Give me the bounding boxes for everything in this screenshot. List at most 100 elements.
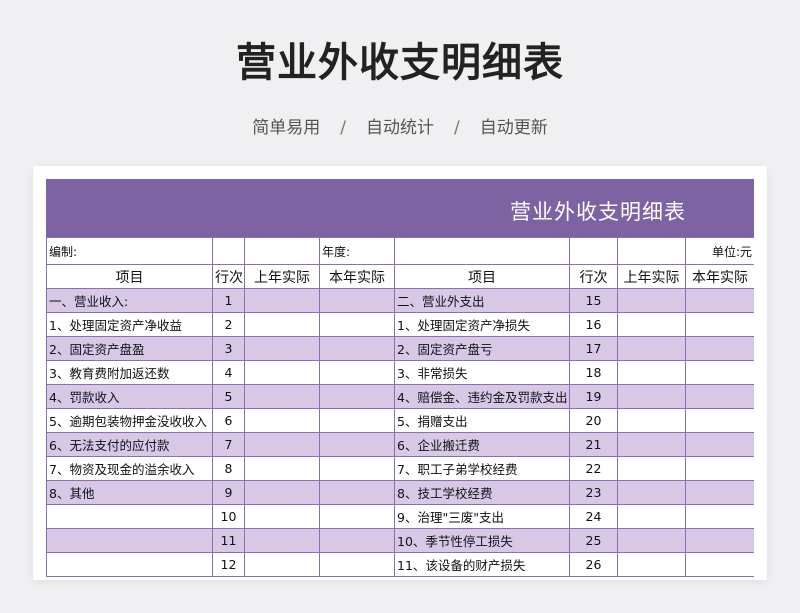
right-item-cell[interactable]: 5、捐赠支出: [394, 408, 570, 433]
right-last-year-cell[interactable]: [617, 432, 686, 457]
right-this-year-cell[interactable]: [685, 384, 754, 409]
left-last-year-cell[interactable]: [244, 456, 320, 481]
right-this-year-cell[interactable]: [685, 552, 754, 577]
left-item-cell[interactable]: [46, 528, 213, 553]
right-line-no-cell[interactable]: 17: [569, 336, 618, 361]
header-item[interactable]: 项目: [46, 264, 213, 289]
right-this-year-cell[interactable]: [685, 528, 754, 553]
left-item-cell[interactable]: 3、教育费附加返还数: [46, 360, 213, 385]
right-last-year-cell[interactable]: [617, 312, 686, 337]
left-this-year-cell[interactable]: [319, 360, 395, 385]
right-item-cell[interactable]: 3、非常损失: [394, 360, 570, 385]
right-this-year-cell[interactable]: [685, 432, 754, 457]
left-line-no-cell[interactable]: 6: [212, 408, 245, 433]
right-this-year-cell[interactable]: [685, 408, 754, 433]
left-line-no-cell[interactable]: 4: [212, 360, 245, 385]
header-line-no[interactable]: 行次: [569, 264, 618, 289]
left-line-no-cell[interactable]: 8: [212, 456, 245, 481]
left-this-year-cell[interactable]: [319, 432, 395, 457]
header-line-no[interactable]: 行次: [212, 264, 245, 289]
left-line-no-cell[interactable]: 9: [212, 480, 245, 505]
left-last-year-cell[interactable]: [244, 552, 320, 577]
right-line-no-cell[interactable]: 24: [569, 504, 618, 529]
right-this-year-cell[interactable]: [685, 288, 754, 313]
right-item-cell[interactable]: 4、赔偿金、违约金及罚款支出: [394, 384, 570, 409]
right-this-year-cell[interactable]: [685, 360, 754, 385]
left-this-year-cell[interactable]: [319, 384, 395, 409]
right-item-cell[interactable]: 6、企业搬迁费: [394, 432, 570, 457]
left-line-no-cell[interactable]: 1: [212, 288, 245, 313]
left-last-year-cell[interactable]: [244, 432, 320, 457]
left-item-cell[interactable]: 2、固定资产盘盈: [46, 336, 213, 361]
left-last-year-cell[interactable]: [244, 360, 320, 385]
left-item-cell[interactable]: [46, 504, 213, 529]
right-item-cell[interactable]: 8、技工学校经费: [394, 480, 570, 505]
header-last-year[interactable]: 上年实际: [244, 264, 320, 289]
left-line-no-cell[interactable]: 3: [212, 336, 245, 361]
right-last-year-cell[interactable]: [617, 504, 686, 529]
right-item-cell[interactable]: 11、该设备的财产损失: [394, 552, 570, 577]
right-line-no-cell[interactable]: 22: [569, 456, 618, 481]
left-this-year-cell[interactable]: [319, 288, 395, 313]
left-this-year-cell[interactable]: [319, 552, 395, 577]
right-last-year-cell[interactable]: [617, 552, 686, 577]
right-line-no-cell[interactable]: 20: [569, 408, 618, 433]
right-last-year-cell[interactable]: [617, 408, 686, 433]
left-this-year-cell[interactable]: [319, 504, 395, 529]
right-line-no-cell[interactable]: 16: [569, 312, 618, 337]
left-last-year-cell[interactable]: [244, 312, 320, 337]
right-item-cell[interactable]: 二、营业外支出: [394, 288, 570, 313]
header-item[interactable]: 项目: [394, 264, 570, 289]
left-item-cell[interactable]: 5、逾期包装物押金没收收入: [46, 408, 213, 433]
right-last-year-cell[interactable]: [617, 480, 686, 505]
right-item-cell[interactable]: 1、处理固定资产净损失: [394, 312, 570, 337]
header-last-year[interactable]: 上年实际: [617, 264, 686, 289]
right-line-no-cell[interactable]: 15: [569, 288, 618, 313]
left-this-year-cell[interactable]: [319, 408, 395, 433]
right-line-no-cell[interactable]: 26: [569, 552, 618, 577]
header-this-year[interactable]: 本年实际: [319, 264, 395, 289]
right-this-year-cell[interactable]: [685, 312, 754, 337]
header-this-year[interactable]: 本年实际: [685, 264, 754, 289]
left-this-year-cell[interactable]: [319, 480, 395, 505]
right-line-no-cell[interactable]: 18: [569, 360, 618, 385]
left-last-year-cell[interactable]: [244, 504, 320, 529]
left-last-year-cell[interactable]: [244, 480, 320, 505]
compiler-label[interactable]: 编制:: [46, 237, 213, 265]
left-last-year-cell[interactable]: [244, 384, 320, 409]
unit-label[interactable]: 单位:元: [685, 237, 754, 265]
right-item-cell[interactable]: 10、季节性停工损失: [394, 528, 570, 553]
right-last-year-cell[interactable]: [617, 384, 686, 409]
left-last-year-cell[interactable]: [244, 336, 320, 361]
left-item-cell[interactable]: 一、营业收入:: [46, 288, 213, 313]
right-this-year-cell[interactable]: [685, 480, 754, 505]
right-this-year-cell[interactable]: [685, 456, 754, 481]
right-item-cell[interactable]: 2、固定资产盘亏: [394, 336, 570, 361]
left-line-no-cell[interactable]: 7: [212, 432, 245, 457]
right-item-cell[interactable]: 7、职工子弟学校经费: [394, 456, 570, 481]
right-line-no-cell[interactable]: 21: [569, 432, 618, 457]
left-item-cell[interactable]: 8、其他: [46, 480, 213, 505]
left-line-no-cell[interactable]: 11: [212, 528, 245, 553]
right-line-no-cell[interactable]: 25: [569, 528, 618, 553]
right-line-no-cell[interactable]: 19: [569, 384, 618, 409]
left-line-no-cell[interactable]: 10: [212, 504, 245, 529]
left-last-year-cell[interactable]: [244, 408, 320, 433]
left-line-no-cell[interactable]: 12: [212, 552, 245, 577]
right-last-year-cell[interactable]: [617, 528, 686, 553]
right-last-year-cell[interactable]: [617, 360, 686, 385]
left-item-cell[interactable]: 4、罚款收入: [46, 384, 213, 409]
left-this-year-cell[interactable]: [319, 456, 395, 481]
right-last-year-cell[interactable]: [617, 336, 686, 361]
right-this-year-cell[interactable]: [685, 336, 754, 361]
left-last-year-cell[interactable]: [244, 528, 320, 553]
right-last-year-cell[interactable]: [617, 288, 686, 313]
left-this-year-cell[interactable]: [319, 528, 395, 553]
right-this-year-cell[interactable]: [685, 504, 754, 529]
left-item-cell[interactable]: [46, 552, 213, 577]
right-line-no-cell[interactable]: 23: [569, 480, 618, 505]
left-this-year-cell[interactable]: [319, 336, 395, 361]
year-label[interactable]: 年度:: [319, 237, 395, 265]
right-item-cell[interactable]: 9、治理"三废"支出: [394, 504, 570, 529]
right-last-year-cell[interactable]: [617, 456, 686, 481]
